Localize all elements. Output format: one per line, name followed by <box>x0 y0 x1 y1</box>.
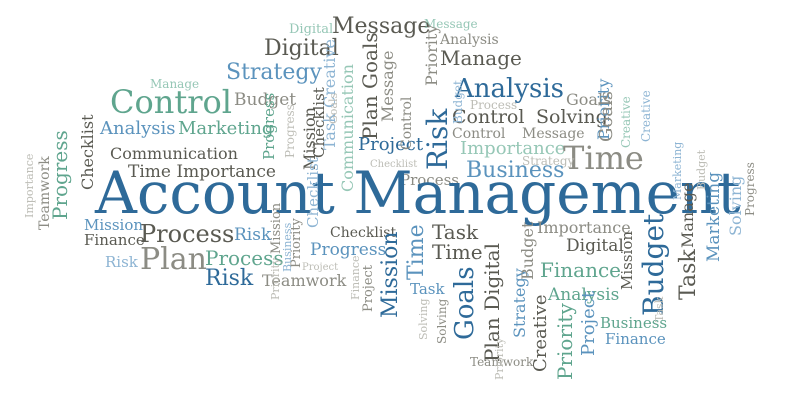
word-goals-tiny: Goals <box>327 92 340 124</box>
word-marketing-vertical: Marketing <box>704 171 724 262</box>
word-account-management: Account Management <box>95 159 741 227</box>
word-manage-small: Manage <box>150 77 200 91</box>
word-risk-2: Risk <box>205 266 254 291</box>
word-project: Project <box>358 134 424 155</box>
word-task: Task <box>432 220 479 244</box>
word-analysis-2: Analysis <box>100 118 176 139</box>
word-process-2: Process <box>205 246 284 270</box>
word-creative-vertical: Creative <box>530 294 551 372</box>
word-solving-tiny-2: Solving <box>417 298 430 340</box>
word-finance-tiny: Finance <box>349 255 362 300</box>
word-process: Process <box>140 220 235 248</box>
word-solving-vertical: Solving <box>726 175 745 236</box>
word-teamwork-small: Teamwork <box>470 355 534 369</box>
word-importance-tiny: Importance <box>23 153 36 218</box>
word-message-vertical: Message <box>378 50 397 122</box>
word-finance-2: Finance <box>540 258 621 282</box>
word-digital: Digital <box>289 22 334 37</box>
word-process-small: Process <box>470 98 518 112</box>
word-process-small-2: Process <box>400 171 459 189</box>
word-priority: Priority <box>422 24 441 86</box>
word-progress-vertical: Progress <box>260 92 278 160</box>
word-mission-large-vertical: Mission <box>378 231 403 318</box>
word-manage: Manage <box>440 46 522 70</box>
word-budget: Budget <box>234 90 297 110</box>
word-budget-tiny: Budget <box>451 80 465 124</box>
word-goals-vertical: Goals <box>596 91 617 142</box>
word-time-vertical: Time <box>404 224 429 280</box>
word-task-large-vertical: Task <box>676 249 701 300</box>
word-mission-right: Mission <box>618 230 636 290</box>
word-checklist-tiny: Checklist <box>370 159 418 170</box>
word-importance-2: Importance <box>537 218 631 237</box>
word-strategy: Strategy <box>226 60 322 85</box>
word-creative-tiny-2: Creative <box>639 90 653 142</box>
word-time-2: Time <box>432 240 483 264</box>
word-marketing: Marketing <box>178 118 274 139</box>
word-strategy-small: Strategy <box>522 154 575 168</box>
word-progress: Progress <box>310 240 387 260</box>
word-control-small: Control <box>452 126 506 142</box>
word-teamwork-vertical: Teamwork <box>37 156 53 230</box>
word-analysis-small: Analysis <box>440 32 499 48</box>
word-business: Business <box>466 158 565 183</box>
word-mission: Mission <box>84 216 144 234</box>
word-control-2: Control <box>452 106 525 128</box>
word-progress-tiny: Progress <box>283 104 297 158</box>
word-checklist-mid-vertical: Checklist <box>310 87 328 158</box>
word-communication: Communication <box>110 144 238 163</box>
word-progress-left: Progress <box>48 130 72 220</box>
word-marketing-tiny: Marketing <box>671 141 684 200</box>
word-analysis: Analysis <box>455 74 565 104</box>
word-finance-small: Finance <box>605 330 666 348</box>
word-project-tiny: Project <box>302 262 339 273</box>
word-time: Time <box>563 139 644 177</box>
word-plan-goals: Plan Goals <box>358 32 382 140</box>
word-project-mid-vertical: Project <box>361 264 376 312</box>
word-priority-large-vertical: Priority <box>553 303 577 380</box>
word-risk-small: Risk <box>105 253 138 271</box>
word-business-tiny: Business <box>281 222 294 272</box>
word-task-small: Task <box>410 280 445 298</box>
word-message-small: Message <box>424 17 478 31</box>
word-time-importance: Time Importance <box>128 162 276 182</box>
word-priority-tiny: Priority <box>269 257 282 300</box>
word-goals-large-vertical: Goals <box>450 266 480 340</box>
word-plan: Plan <box>140 242 207 277</box>
word-control-vertical: Control <box>399 96 415 150</box>
word-control: Control <box>110 83 233 121</box>
word-checklist-left: Checklist <box>78 114 97 190</box>
word-message: Message <box>332 14 431 39</box>
word-finance: Finance <box>84 231 145 249</box>
word-progress-right-tiny: Progress <box>743 162 757 216</box>
word-task-tiny: Task <box>653 296 666 322</box>
word-communication-vertical: Communication <box>338 64 357 192</box>
word-message-small-2: Message <box>522 126 585 142</box>
word-teamwork: Teamwork <box>262 271 347 290</box>
word-risk: Risk <box>234 225 272 245</box>
word-creative-tiny: Creative <box>619 96 633 148</box>
word-solving-tiny: Solving <box>435 298 449 344</box>
word-budget-tiny-2: Budget <box>695 149 708 190</box>
word-analysis-3: Analysis <box>548 285 620 305</box>
word-goals: Goals <box>566 90 612 109</box>
word-checklist-vertical: Checklist <box>304 157 322 228</box>
word-project-vertical: Project <box>578 290 599 356</box>
word-checklist: Checklist <box>330 225 397 241</box>
word-priority-tiny-2: Priority <box>493 337 506 380</box>
word-budget-vertical: Budget <box>518 221 537 280</box>
word-solving: Solving <box>536 106 608 128</box>
word-business-small: Business <box>600 314 668 332</box>
word-risk-vertical: Risk <box>421 108 454 170</box>
word-importance: Importance <box>460 138 566 159</box>
word-digital-3: Digital <box>566 236 624 256</box>
word-digital-2: Digital <box>264 36 339 61</box>
